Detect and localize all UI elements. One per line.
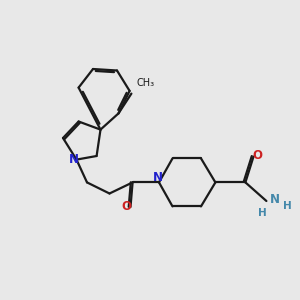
Text: O: O	[252, 148, 262, 162]
Text: O: O	[121, 200, 131, 214]
Text: H: H	[257, 208, 266, 218]
Text: N: N	[69, 153, 79, 166]
Text: CH₃: CH₃	[137, 78, 155, 88]
Text: N: N	[269, 193, 279, 206]
Text: N: N	[152, 171, 163, 184]
Text: H: H	[283, 201, 292, 212]
